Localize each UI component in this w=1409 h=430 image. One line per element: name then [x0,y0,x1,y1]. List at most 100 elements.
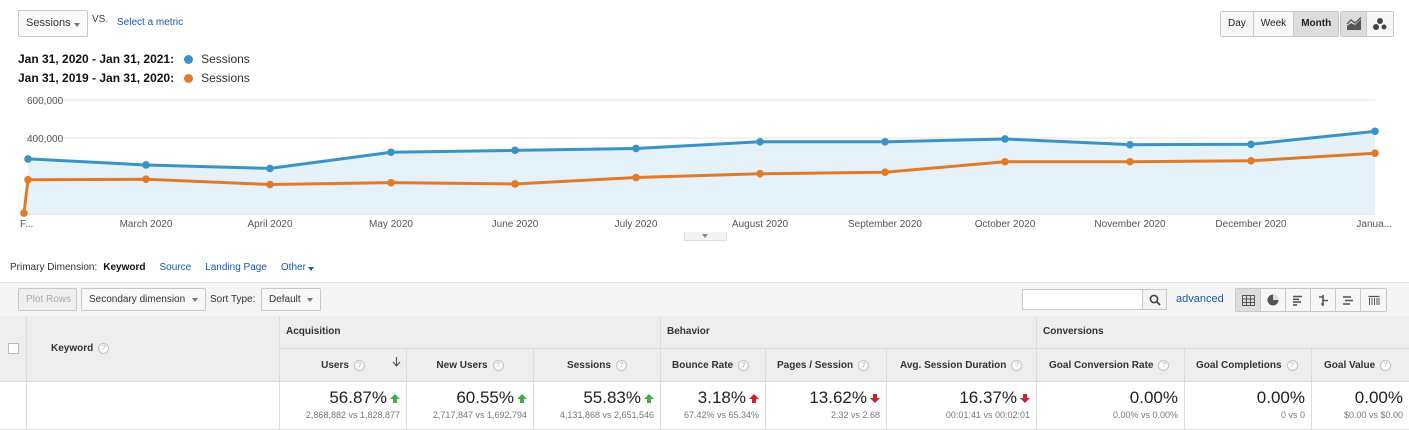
data-point-current[interactable] [1126,140,1134,149]
data-point-previous[interactable] [511,180,519,188]
total-value: 3.18% [698,388,759,408]
data-point-previous[interactable] [881,168,889,176]
help-icon[interactable]: ? [1011,359,1023,371]
dimension-other-label: Other [280,262,306,273]
dimension-source[interactable]: Source [159,262,192,273]
chevron-down-icon [192,298,198,302]
totals-row-checkbox-cell [0,382,27,430]
month-button[interactable]: Month [1294,12,1339,36]
help-icon[interactable]: ? [858,359,870,371]
total-comparison: 0 vs 0 [1280,410,1305,420]
x-tick-label: Janua... [1356,219,1392,230]
pages-per-session-column-header[interactable]: Pages / Session ? [766,349,887,382]
help-icon[interactable]: ? [1286,359,1298,371]
avg-session-duration-column-header[interactable]: Avg. Session Duration ? [887,349,1037,382]
x-tick-label: September 2020 [848,219,922,230]
data-point-previous[interactable] [142,175,150,184]
data-point-previous[interactable] [24,176,32,184]
data-point-current[interactable] [266,164,274,173]
dimension-keyword[interactable]: Keyword [103,262,146,273]
new-users-column-header[interactable]: New Users ? [407,349,534,382]
data-point-previous[interactable] [1247,157,1255,165]
sessions-column-header[interactable]: Sessions ? [534,349,661,382]
data-point-previous[interactable] [632,173,640,182]
data-point-current[interactable] [511,146,519,155]
goal-value-header-label: Goal Value [1324,359,1376,371]
data-point-previous[interactable] [387,178,395,187]
bounce-rate-header-label: Bounce Rate [672,359,734,371]
pie-icon[interactable] [1261,289,1286,311]
goal-conversion-rate-column-header[interactable]: Goal Conversion Rate ? [1037,349,1185,382]
search-button[interactable] [1142,290,1166,309]
pages-per-session-header-label: Pages / Session [777,359,854,371]
total-comparison: 0.00% vs 0.00% [1112,410,1178,420]
select-metric-link[interactable]: Select a metric [117,17,184,28]
x-tick-label: November 2020 [1094,219,1166,230]
table-search-input[interactable] [1022,289,1167,310]
help-icon[interactable]: ? [1380,359,1392,371]
total-percent: 3.18% [697,388,746,407]
x-tick-label: August 2020 [732,219,789,230]
data-point-current[interactable] [632,144,640,153]
data-point-current[interactable] [1247,140,1255,149]
keyword-column-header[interactable]: Keyword ? [27,316,280,382]
goal-completions-column-header[interactable]: Goal Completions ? [1185,349,1312,382]
data-point-current[interactable] [1001,135,1009,143]
data-point-current[interactable] [1371,127,1379,136]
bounce-rate-total-cell: 3.18% 67.42% vs 65.34% [661,382,766,430]
totals-row-keyword-cell [27,382,280,430]
data-point-previous[interactable] [1126,157,1134,166]
motion-chart-icon[interactable] [1367,12,1393,36]
sort-type-value: Default [269,294,301,305]
term-cloud-icon[interactable] [1336,289,1361,311]
collapse-chart-handle[interactable] [684,232,727,241]
comparison-icon[interactable] [1311,289,1336,311]
plot-rows-button[interactable]: Plot Rows [18,288,77,311]
performance-icon[interactable] [1286,289,1311,311]
trend-up-icon [517,393,527,403]
dimension-landing-page[interactable]: Landing Page [205,262,267,273]
week-button[interactable]: Week [1253,12,1295,36]
data-point-current[interactable] [142,161,150,169]
help-icon[interactable]: ? [492,359,504,371]
sort-type-select[interactable]: Default [261,288,321,311]
total-value: 56.87% [329,388,400,408]
data-table-icon[interactable] [1236,289,1261,311]
total-value: 0.00% [1355,388,1403,408]
data-point-previous[interactable] [1371,149,1379,157]
primary-dimension-bar: Primary Dimension: Keyword Source Landin… [10,262,328,273]
help-icon[interactable]: ? [738,359,750,371]
data-point-current[interactable] [881,138,889,146]
help-icon[interactable]: ? [353,359,365,371]
help-icon[interactable]: ? [615,359,627,371]
keyword-header-label: Keyword [51,343,94,354]
data-point-previous[interactable] [1001,157,1009,166]
data-point-current[interactable] [24,155,32,163]
pivot-icon[interactable] [1361,289,1386,311]
help-icon[interactable]: ? [98,343,110,354]
data-point-previous[interactable] [756,169,764,178]
line-chart-icon[interactable] [1341,12,1367,36]
dimension-other[interactable]: Other [281,262,314,273]
goal-value-column-header[interactable]: Goal Value ? [1312,349,1409,382]
advanced-filter-link[interactable]: advanced [1176,293,1224,305]
data-point-previous[interactable] [20,209,28,217]
total-comparison: 2,868,882 vs 1,828,877 [305,410,400,420]
users-column-header[interactable]: Users ? [280,349,407,382]
group-acquisition: Acquisition [280,316,661,349]
period-toggle: Day Week Month [1220,11,1340,37]
data-point-previous[interactable] [266,180,274,189]
total-value: 55.83% [583,388,654,408]
data-point-current[interactable] [387,148,395,157]
data-point-current[interactable] [756,138,764,146]
trend-up-bad-icon [749,393,759,403]
select-all-checkbox[interactable] [8,343,19,354]
total-comparison: 00:01:41 vs 00:02:01 [945,410,1030,420]
metric-select[interactable]: Sessions [18,10,88,37]
secondary-dimension-select[interactable]: Secondary dimension [81,288,206,311]
day-button[interactable]: Day [1221,12,1254,36]
total-value: 60.55% [456,388,527,408]
x-tick-label: April 2020 [247,219,292,230]
help-icon[interactable]: ? [1158,359,1170,371]
bounce-rate-column-header[interactable]: Bounce Rate ? [661,349,766,382]
